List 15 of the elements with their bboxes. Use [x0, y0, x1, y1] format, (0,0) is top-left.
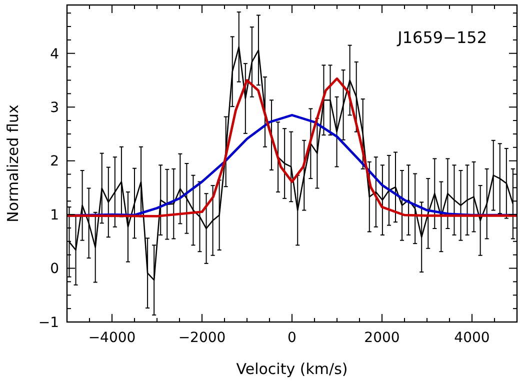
line-series	[67, 77, 517, 218]
y-tick-label: 1	[50, 207, 59, 224]
y-tick-label: 3	[50, 100, 59, 116]
y-tick-label: 4	[50, 46, 60, 62]
y-axis-title: Normalized flux	[4, 104, 22, 222]
y-tick-label: −1	[38, 314, 59, 331]
y-tick-label: 0	[50, 261, 59, 278]
x-tick-label: −4000	[88, 330, 136, 346]
annotation: J1659−152	[396, 28, 487, 47]
x-tick-label: −2000	[178, 330, 226, 346]
x-tick-label: 0	[288, 330, 296, 346]
x-tick-label: 2000	[364, 330, 400, 346]
y-tick-label: 2	[50, 154, 59, 170]
x-axis-title: Velocity (km/s)	[236, 360, 348, 378]
x-tick-label: 4000	[454, 330, 490, 346]
